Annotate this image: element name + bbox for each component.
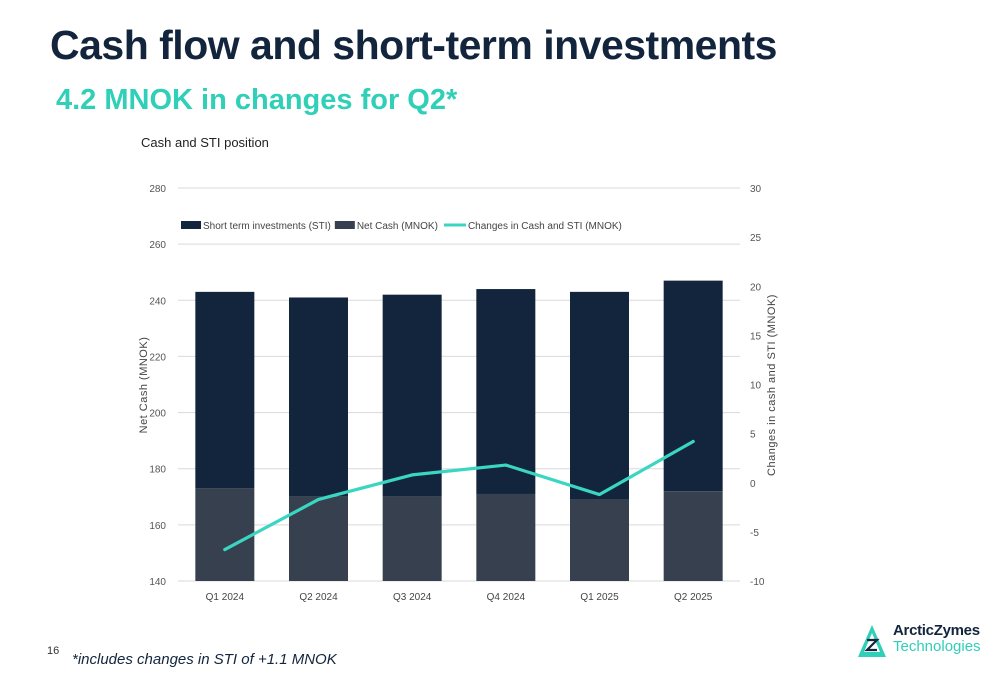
legend-label: Changes in Cash and STI (MNOK) bbox=[468, 221, 622, 232]
x-tick-label: Q1 2025 bbox=[580, 592, 619, 603]
y-tick-label: 200 bbox=[149, 409, 166, 420]
x-tick-label: Q3 2024 bbox=[393, 592, 432, 603]
bar-net-cash bbox=[195, 488, 255, 581]
y-tick-label: 220 bbox=[149, 352, 166, 363]
bar-sti bbox=[289, 297, 348, 497]
page-number: 16 bbox=[47, 645, 60, 657]
y-tick-label: 280 bbox=[149, 184, 166, 195]
legend-swatch bbox=[181, 221, 201, 229]
y2-tick-label: 5 bbox=[750, 430, 756, 441]
bar-net-cash bbox=[570, 499, 629, 581]
company-logo: ArcticZymes Technologies bbox=[857, 622, 981, 662]
bar-sti bbox=[382, 294, 442, 497]
y-tick-label: 160 bbox=[149, 521, 166, 532]
y2-tick-label: -10 bbox=[750, 577, 765, 588]
line-point bbox=[223, 548, 227, 552]
legend-label: Short term investments (STI) bbox=[203, 221, 331, 232]
y2-tick-label: 15 bbox=[750, 331, 762, 342]
legend-swatch bbox=[334, 221, 355, 229]
footnote: *includes changes in STI of +1.1 MNOK bbox=[72, 651, 337, 668]
y2-tick-label: 30 bbox=[750, 184, 762, 195]
page-title: Cash flow and short-term investments bbox=[50, 22, 777, 68]
y2-tick-label: 25 bbox=[750, 233, 762, 244]
x-tick-label: Q2 2025 bbox=[674, 592, 713, 603]
y2-tick-label: 10 bbox=[750, 381, 762, 392]
line-changes bbox=[223, 439, 695, 552]
line-point bbox=[691, 439, 695, 443]
y-tick-label: 260 bbox=[149, 240, 166, 251]
chart-title: Cash and STI position bbox=[141, 135, 269, 150]
y-tick-label: 180 bbox=[149, 465, 166, 476]
bar-sti bbox=[476, 289, 536, 494]
page-subtitle: 4.2 MNOK in changes for Q2* bbox=[56, 84, 458, 116]
y2-axis-label: Changes in cash and STI (MNOK) bbox=[766, 294, 778, 476]
bar-net-cash bbox=[663, 491, 723, 581]
y-tick-label: 240 bbox=[149, 296, 166, 307]
line-point bbox=[598, 493, 601, 497]
logo-subtitle: Technologies bbox=[893, 638, 981, 655]
y-axis-label: Net Cash (MNOK) bbox=[138, 337, 150, 434]
bar-sti bbox=[570, 291, 629, 500]
y2-tick-label: 20 bbox=[750, 282, 762, 293]
line-point bbox=[317, 497, 320, 501]
bar-sti bbox=[663, 280, 723, 492]
bar-net-cash bbox=[382, 496, 442, 581]
line-point bbox=[410, 473, 414, 477]
arcticzymes-logo-icon bbox=[858, 625, 886, 657]
bar-sti bbox=[195, 291, 255, 489]
line-point bbox=[504, 463, 508, 467]
y-tick-label: 140 bbox=[149, 577, 166, 588]
y2-tick-label: 0 bbox=[750, 479, 756, 490]
logo-name: ArcticZymes bbox=[893, 622, 980, 639]
x-tick-label: Q2 2024 bbox=[299, 592, 338, 603]
bar-net-cash bbox=[476, 493, 536, 581]
legend-label: Net Cash (MNOK) bbox=[357, 221, 438, 232]
x-tick-label: Q1 2024 bbox=[206, 592, 245, 603]
x-tick-label: Q4 2024 bbox=[487, 592, 526, 603]
y2-tick-label: -5 bbox=[750, 528, 759, 539]
